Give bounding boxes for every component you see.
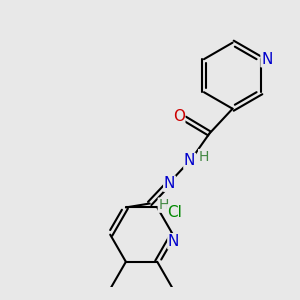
Text: Cl: Cl bbox=[167, 205, 182, 220]
Text: N: N bbox=[168, 234, 179, 249]
Text: N: N bbox=[261, 52, 272, 67]
Text: N: N bbox=[184, 153, 195, 168]
Text: H: H bbox=[199, 150, 209, 164]
Text: O: O bbox=[173, 110, 185, 124]
Text: N: N bbox=[164, 176, 175, 191]
Text: H: H bbox=[158, 198, 169, 212]
